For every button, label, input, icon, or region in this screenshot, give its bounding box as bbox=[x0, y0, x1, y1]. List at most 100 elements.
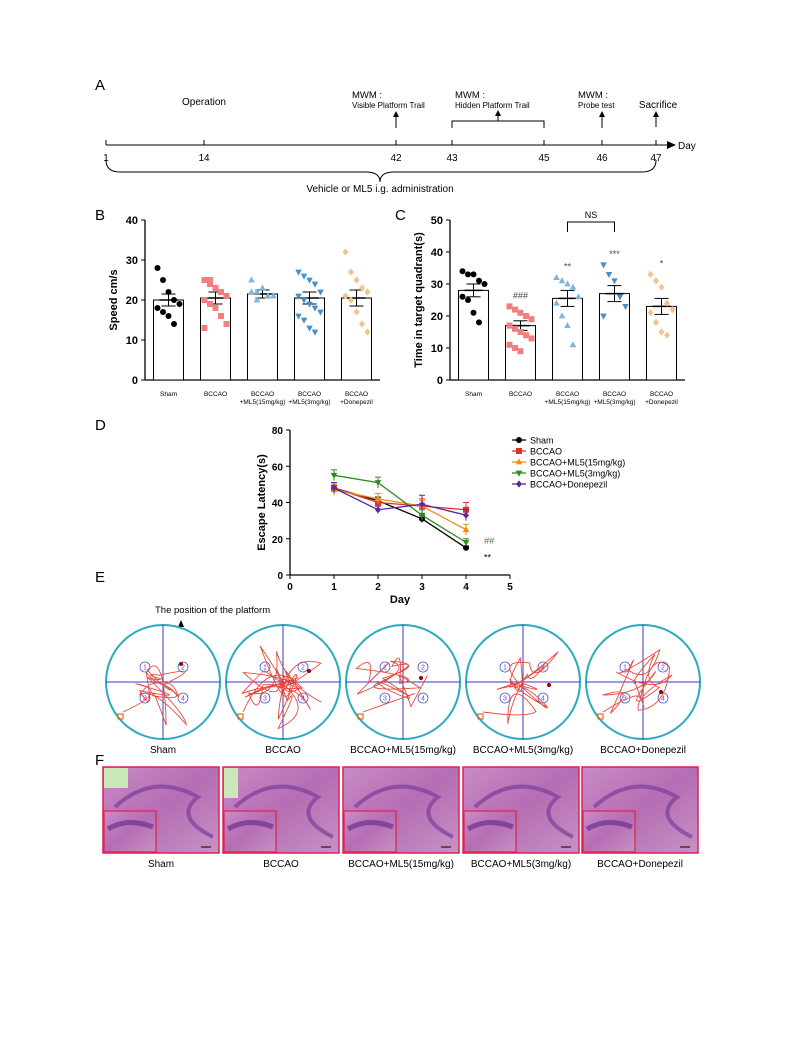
data-point bbox=[300, 273, 308, 280]
start-marker bbox=[597, 713, 604, 720]
histology-image-5 bbox=[581, 766, 699, 854]
histology-image-4 bbox=[462, 766, 580, 854]
data-point bbox=[600, 313, 607, 320]
event-arrowhead bbox=[495, 110, 501, 116]
data-point bbox=[212, 305, 219, 311]
timeline-tick-label: 42 bbox=[390, 153, 402, 164]
timeline-tick-label: 45 bbox=[538, 153, 550, 164]
x-tick-label: 1 bbox=[331, 582, 337, 593]
data-point bbox=[462, 539, 470, 546]
x-tick-label-line2: +ML5(3mg/kg) bbox=[288, 399, 330, 406]
end-marker bbox=[419, 676, 423, 680]
series-line bbox=[333, 487, 467, 511]
platform-pointer-arrowhead bbox=[178, 620, 184, 627]
swim-trace-3: 1 2 3 4 bbox=[345, 624, 461, 740]
inset-cell-layer bbox=[346, 820, 394, 832]
data-point bbox=[600, 262, 607, 269]
data-point bbox=[342, 292, 349, 300]
bar-group bbox=[646, 270, 677, 381]
end-marker bbox=[659, 690, 663, 694]
legend-swatch-marker bbox=[516, 448, 522, 454]
significance-mark: ** bbox=[484, 553, 492, 563]
trace-caption: BCCAO bbox=[265, 745, 301, 755]
y-tick-label: 10 bbox=[431, 343, 443, 355]
hippocampus-layer bbox=[233, 784, 334, 839]
series-bccao-donepezil bbox=[331, 482, 469, 521]
bar bbox=[200, 297, 231, 381]
legend-swatch-marker bbox=[515, 458, 523, 465]
x-tick-label-line2: +Donepezil bbox=[645, 399, 678, 406]
bar bbox=[646, 305, 677, 381]
data-point bbox=[463, 544, 469, 551]
panel-label-d: D bbox=[95, 417, 106, 434]
significance-mark: ## bbox=[484, 536, 495, 546]
data-point bbox=[311, 281, 319, 288]
data-point bbox=[364, 328, 371, 336]
y-tick-label: 20 bbox=[126, 295, 138, 307]
data-point bbox=[470, 271, 477, 278]
timeline-tick-label: 43 bbox=[446, 153, 458, 164]
swim-trace-5: 1 2 3 4 bbox=[585, 624, 701, 740]
data-point bbox=[270, 292, 277, 299]
quadrant-number: 1 bbox=[263, 665, 267, 672]
tissue-gap bbox=[104, 768, 128, 788]
data-point bbox=[295, 269, 302, 276]
x-axis-label: Day bbox=[390, 594, 411, 605]
y-axis-label: Escape Latency(s) bbox=[256, 454, 268, 551]
data-point bbox=[218, 313, 224, 319]
data-point bbox=[176, 301, 183, 307]
data-point bbox=[611, 278, 618, 285]
data-point bbox=[342, 248, 349, 256]
data-point bbox=[375, 506, 381, 514]
data-point bbox=[154, 305, 161, 311]
data-point bbox=[653, 277, 659, 285]
trace-caption: BCCAO+Donepezil bbox=[600, 745, 686, 755]
bar bbox=[458, 289, 489, 381]
data-point bbox=[664, 331, 670, 339]
data-point bbox=[165, 313, 172, 319]
y-tick-label: 0 bbox=[132, 375, 138, 387]
data-point bbox=[558, 312, 566, 319]
timeline-arrowhead bbox=[667, 141, 676, 149]
event-detail: Visible Platform Trail bbox=[352, 101, 425, 110]
data-point bbox=[311, 305, 319, 312]
data-point bbox=[528, 335, 535, 342]
data-point bbox=[353, 308, 360, 316]
data-point bbox=[201, 277, 208, 283]
data-point bbox=[465, 297, 471, 303]
data-point bbox=[295, 293, 302, 300]
data-point bbox=[459, 268, 466, 275]
data-point bbox=[295, 313, 302, 320]
comparison-bracket bbox=[567, 221, 615, 232]
quadrant-marker bbox=[657, 661, 669, 673]
significance-mark: * bbox=[660, 258, 664, 268]
data-point bbox=[374, 480, 382, 487]
quadrant-number: 4 bbox=[421, 696, 425, 703]
hippocampus-layer bbox=[353, 784, 454, 839]
start-marker bbox=[357, 713, 364, 720]
histology-image-3 bbox=[342, 766, 460, 854]
data-point bbox=[306, 325, 313, 332]
significance-mark: ### bbox=[513, 290, 528, 300]
legend-swatch-marker bbox=[516, 480, 522, 488]
data-point bbox=[165, 289, 172, 295]
inset-image bbox=[103, 810, 157, 853]
quadrant-number: 3 bbox=[263, 696, 267, 703]
x-tick-label: Sham bbox=[465, 391, 482, 398]
bar-group bbox=[599, 262, 630, 381]
data-point bbox=[517, 309, 524, 316]
data-point bbox=[171, 297, 177, 303]
data-point bbox=[506, 322, 513, 329]
panel-label-a: A bbox=[95, 77, 105, 94]
data-point bbox=[512, 345, 518, 351]
quadrant-marker bbox=[537, 661, 549, 673]
panel-label-b: B bbox=[95, 207, 105, 224]
x-tick-label-line2: +Donepezil bbox=[340, 399, 373, 406]
swim-trace-1: 1 23 4 bbox=[105, 624, 221, 740]
bar bbox=[153, 299, 184, 381]
legend-label: BCCAO+Donepezil bbox=[530, 480, 607, 490]
swim-trace-2: 1 23 4 bbox=[225, 624, 341, 740]
data-point bbox=[359, 284, 365, 292]
data-point bbox=[154, 265, 161, 271]
